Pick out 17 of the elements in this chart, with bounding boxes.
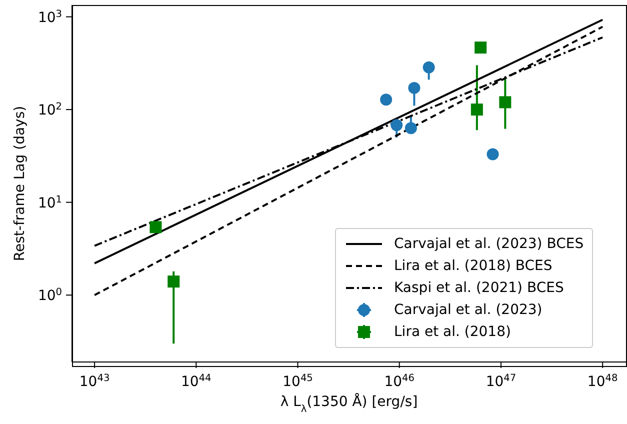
y-tick-label: 10$^{2}$ bbox=[38, 101, 62, 119]
x-axis-title: λ L$_{λ}$(1350 Å) [erg/s] bbox=[280, 393, 418, 414]
x-tick-label: 10$^{45}$ bbox=[282, 372, 313, 390]
y-tick-label: 10$^{0}$ bbox=[38, 286, 62, 304]
y-tick-label: 10$^{1}$ bbox=[38, 194, 62, 212]
legend-label: Carvajal et al. (2023) bbox=[394, 302, 542, 318]
legend-label: Kaspi et al. (2021) BCES bbox=[394, 280, 564, 296]
x-tick-label: 10$^{46}$ bbox=[384, 372, 415, 390]
legend-label: Carvajal et al. (2023) BCES bbox=[394, 236, 584, 252]
y-tick-label: 10$^{3}$ bbox=[38, 8, 62, 26]
y-axis-title: Rest-frame Lag (days) bbox=[12, 106, 28, 262]
x-tick-label: 10$^{48}$ bbox=[587, 372, 618, 390]
legend-label: Lira et al. (2018) BCES bbox=[394, 258, 552, 274]
x-tick-label: 10$^{44}$ bbox=[181, 372, 212, 390]
legend-label: Lira et al. (2018) bbox=[394, 324, 511, 340]
x-tick-label: 10$^{43}$ bbox=[79, 372, 110, 390]
x-tick-label: 10$^{47}$ bbox=[486, 372, 516, 390]
